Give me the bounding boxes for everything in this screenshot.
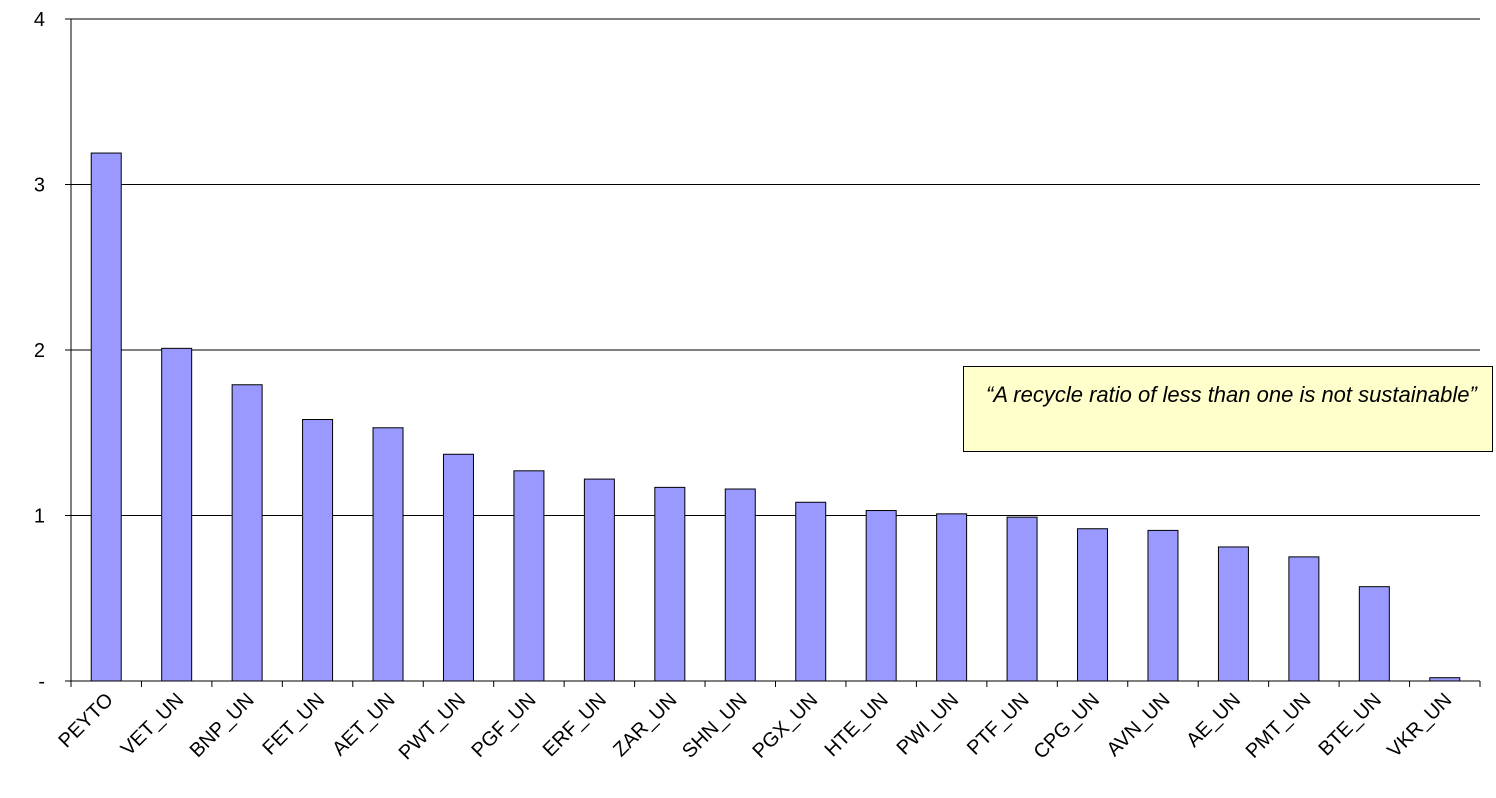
bar [865, 510, 897, 682]
x-tick-label: BTE_UN [1315, 689, 1386, 760]
x-tick-label: PGX_UN [749, 689, 823, 763]
x-tick-label: VKR_UN [1383, 689, 1456, 762]
x-tick-label: VET_UN [117, 689, 188, 760]
bar [1217, 546, 1249, 682]
bar [1358, 586, 1390, 682]
y-tick-label: 2 [34, 340, 45, 362]
y-tick-label: 3 [34, 175, 45, 197]
bar [442, 453, 474, 682]
x-tick-label: ERF_UN [539, 689, 611, 761]
x-tick-label: AET_UN [328, 689, 399, 760]
x-tick-label: CPG_UN [1030, 689, 1105, 764]
bar [1006, 516, 1038, 682]
y-tick-label: - [38, 671, 45, 693]
bar [161, 347, 193, 682]
bar [1077, 528, 1109, 682]
bar [1288, 556, 1320, 682]
y-tick-label: 4 [34, 9, 45, 31]
bar [583, 478, 615, 682]
bar [654, 486, 686, 682]
bar [1147, 529, 1179, 682]
bar [231, 384, 263, 682]
x-tick-label: AE_UN [1182, 689, 1245, 752]
x-tick-label: BNP_UN [186, 689, 259, 762]
bar [372, 427, 404, 682]
x-tick-label: PWI_UN [893, 689, 964, 760]
axes [65, 18, 1481, 687]
x-tick-label: PTF_UN [963, 689, 1034, 760]
x-tick-label: PGF_UN [468, 689, 541, 762]
x-tick-label: SHN_UN [678, 689, 752, 763]
bar [513, 470, 545, 682]
bar [936, 513, 968, 682]
bar [90, 152, 122, 682]
x-tick-label: ZAR_UN [609, 689, 681, 761]
annotation-callout: “A recycle ratio of less than one is not… [963, 366, 1493, 452]
bar [724, 488, 756, 682]
x-tick-label: HTE_UN [821, 689, 893, 761]
annotation-text: “A recycle ratio of less than one is not… [986, 382, 1477, 407]
x-tick-label: PEYTO [55, 689, 118, 752]
gridlines [71, 18, 1480, 516]
y-tick-labels: - 1 2 3 4 [34, 9, 45, 693]
x-tick-label: FET_UN [259, 689, 330, 760]
x-tick-label: PWT_UN [395, 689, 470, 764]
bar [302, 419, 334, 682]
bar [795, 501, 827, 682]
x-tick-label: PMT_UN [1242, 689, 1316, 763]
y-tick-label: 1 [34, 506, 45, 528]
bars [90, 152, 1461, 682]
x-tick-label: AVN_UN [1103, 689, 1175, 761]
